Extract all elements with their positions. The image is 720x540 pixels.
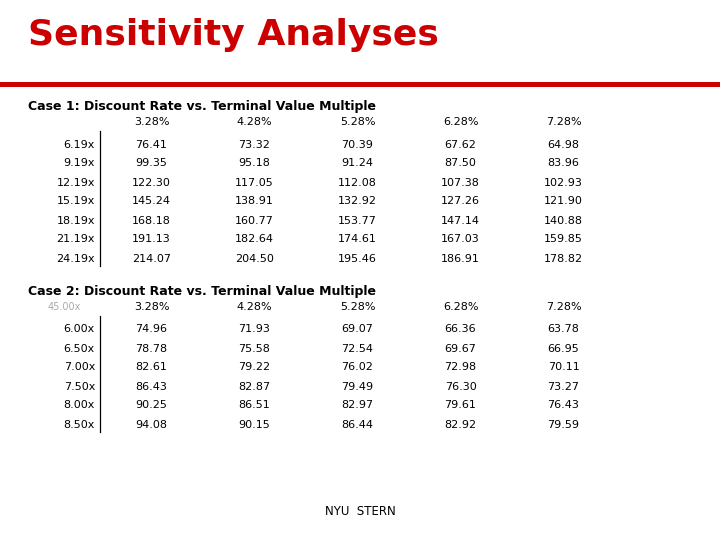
Text: 45.00x: 45.00x bbox=[48, 302, 81, 312]
Text: 167.03: 167.03 bbox=[441, 234, 480, 245]
Text: 140.88: 140.88 bbox=[544, 215, 583, 226]
Text: 4.28%: 4.28% bbox=[237, 302, 272, 312]
Text: 95.18: 95.18 bbox=[238, 159, 271, 168]
Text: 117.05: 117.05 bbox=[235, 178, 274, 187]
Text: 7.50x: 7.50x bbox=[63, 381, 95, 391]
Text: Case 2: Discount Rate vs. Terminal Value Multiple: Case 2: Discount Rate vs. Terminal Value… bbox=[28, 285, 376, 298]
Text: 138.91: 138.91 bbox=[235, 197, 274, 206]
Text: 79.61: 79.61 bbox=[444, 401, 477, 410]
Text: 153.77: 153.77 bbox=[338, 215, 377, 226]
Text: 9.19x: 9.19x bbox=[63, 159, 95, 168]
Text: 107.38: 107.38 bbox=[441, 178, 480, 187]
Text: 147.14: 147.14 bbox=[441, 215, 480, 226]
Text: 6.28%: 6.28% bbox=[443, 302, 478, 312]
Text: 67.62: 67.62 bbox=[444, 139, 477, 150]
Text: 73.27: 73.27 bbox=[547, 381, 580, 391]
Text: 87.50: 87.50 bbox=[444, 159, 477, 168]
Text: 127.26: 127.26 bbox=[441, 197, 480, 206]
Text: 21.19x: 21.19x bbox=[56, 234, 95, 245]
Text: 75.58: 75.58 bbox=[238, 343, 271, 354]
Text: 76.02: 76.02 bbox=[341, 362, 374, 373]
Text: 159.85: 159.85 bbox=[544, 234, 583, 245]
Text: 78.78: 78.78 bbox=[135, 343, 168, 354]
Text: 6.19x: 6.19x bbox=[63, 139, 95, 150]
Text: 73.32: 73.32 bbox=[238, 139, 271, 150]
Text: 195.46: 195.46 bbox=[338, 253, 377, 264]
Text: 6.28%: 6.28% bbox=[443, 117, 478, 127]
Text: Case 1: Discount Rate vs. Terminal Value Multiple: Case 1: Discount Rate vs. Terminal Value… bbox=[28, 100, 376, 113]
Text: 5.28%: 5.28% bbox=[340, 117, 375, 127]
Text: 69.67: 69.67 bbox=[444, 343, 477, 354]
Text: 112.08: 112.08 bbox=[338, 178, 377, 187]
Text: 76.41: 76.41 bbox=[135, 139, 168, 150]
Text: 102.93: 102.93 bbox=[544, 178, 583, 187]
Text: NYU  STERN: NYU STERN bbox=[325, 505, 395, 518]
Text: 168.18: 168.18 bbox=[132, 215, 171, 226]
Text: 76.30: 76.30 bbox=[445, 381, 477, 391]
Text: 204.50: 204.50 bbox=[235, 253, 274, 264]
Text: 86.43: 86.43 bbox=[135, 381, 168, 391]
Text: 63.78: 63.78 bbox=[548, 325, 580, 334]
Text: 90.15: 90.15 bbox=[238, 420, 271, 429]
Text: 91.24: 91.24 bbox=[341, 159, 374, 168]
Text: 82.97: 82.97 bbox=[341, 401, 374, 410]
Text: 191.13: 191.13 bbox=[132, 234, 171, 245]
Text: 160.77: 160.77 bbox=[235, 215, 274, 226]
Text: 5.28%: 5.28% bbox=[340, 302, 375, 312]
Text: 12.19x: 12.19x bbox=[56, 178, 95, 187]
Text: 82.61: 82.61 bbox=[135, 362, 168, 373]
Text: 7.00x: 7.00x bbox=[63, 362, 95, 373]
Text: 6.00x: 6.00x bbox=[64, 325, 95, 334]
Text: 214.07: 214.07 bbox=[132, 253, 171, 264]
Text: 64.98: 64.98 bbox=[547, 139, 580, 150]
Text: 174.61: 174.61 bbox=[338, 234, 377, 245]
Text: 6.50x: 6.50x bbox=[64, 343, 95, 354]
Text: 7.28%: 7.28% bbox=[546, 302, 581, 312]
Text: 79.59: 79.59 bbox=[547, 420, 580, 429]
Text: 182.64: 182.64 bbox=[235, 234, 274, 245]
Text: 7.28%: 7.28% bbox=[546, 117, 581, 127]
FancyBboxPatch shape bbox=[0, 82, 720, 87]
Text: 4.28%: 4.28% bbox=[237, 117, 272, 127]
Text: 69.07: 69.07 bbox=[341, 325, 374, 334]
Text: 90.25: 90.25 bbox=[135, 401, 168, 410]
Text: 8.00x: 8.00x bbox=[63, 401, 95, 410]
Text: 186.91: 186.91 bbox=[441, 253, 480, 264]
Text: 178.82: 178.82 bbox=[544, 253, 583, 264]
Text: 99.35: 99.35 bbox=[135, 159, 168, 168]
Text: 122.30: 122.30 bbox=[132, 178, 171, 187]
Text: 18.19x: 18.19x bbox=[56, 215, 95, 226]
Text: 15.19x: 15.19x bbox=[57, 197, 95, 206]
Text: 94.08: 94.08 bbox=[135, 420, 168, 429]
Text: 121.90: 121.90 bbox=[544, 197, 583, 206]
Text: 3.28%: 3.28% bbox=[134, 117, 169, 127]
Text: 66.95: 66.95 bbox=[548, 343, 580, 354]
Text: Sensitivity Analyses: Sensitivity Analyses bbox=[28, 18, 439, 52]
Text: 72.54: 72.54 bbox=[341, 343, 374, 354]
Text: 82.87: 82.87 bbox=[238, 381, 271, 391]
Text: 74.96: 74.96 bbox=[135, 325, 168, 334]
Text: 70.39: 70.39 bbox=[341, 139, 374, 150]
Text: 66.36: 66.36 bbox=[445, 325, 477, 334]
Text: 76.43: 76.43 bbox=[548, 401, 580, 410]
Text: 86.51: 86.51 bbox=[238, 401, 271, 410]
Text: 79.49: 79.49 bbox=[341, 381, 374, 391]
Text: 132.92: 132.92 bbox=[338, 197, 377, 206]
Text: 82.92: 82.92 bbox=[444, 420, 477, 429]
Text: 8.50x: 8.50x bbox=[63, 420, 95, 429]
Text: 3.28%: 3.28% bbox=[134, 302, 169, 312]
Text: 70.11: 70.11 bbox=[548, 362, 580, 373]
Text: 86.44: 86.44 bbox=[341, 420, 374, 429]
Text: 79.22: 79.22 bbox=[238, 362, 271, 373]
Text: 83.96: 83.96 bbox=[548, 159, 580, 168]
Text: 72.98: 72.98 bbox=[444, 362, 477, 373]
Text: 71.93: 71.93 bbox=[238, 325, 271, 334]
Text: 24.19x: 24.19x bbox=[56, 253, 95, 264]
Text: 145.24: 145.24 bbox=[132, 197, 171, 206]
